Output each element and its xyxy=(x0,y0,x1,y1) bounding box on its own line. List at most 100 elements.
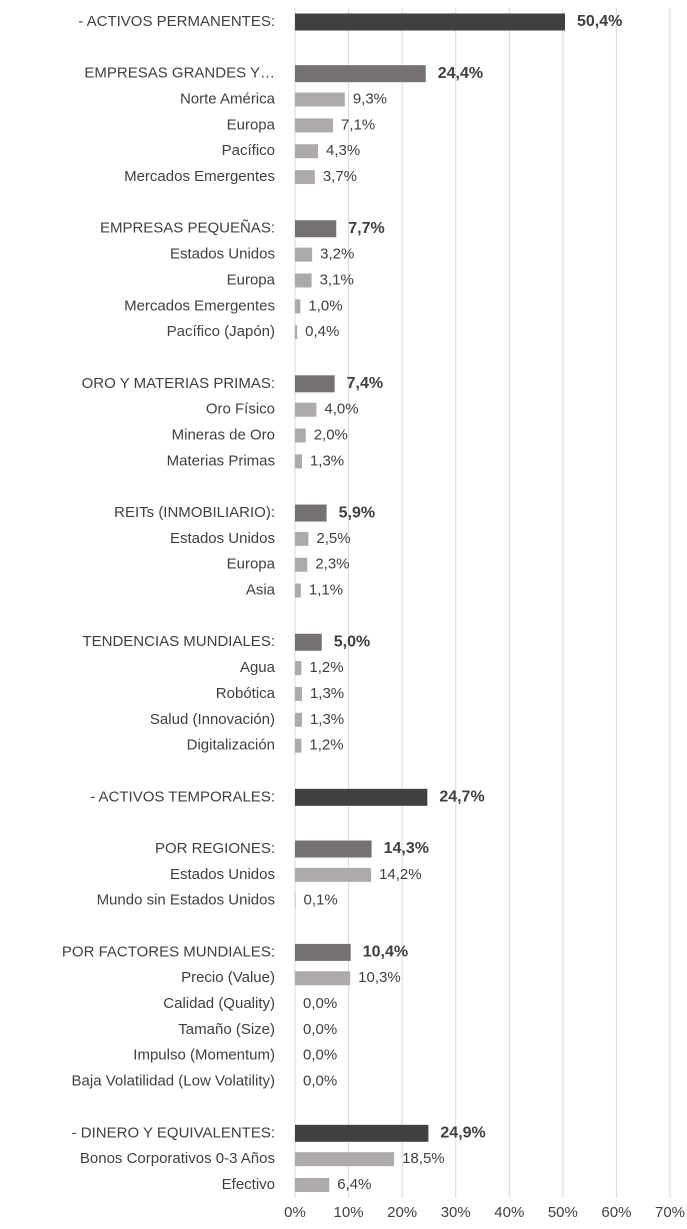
bar xyxy=(295,402,317,417)
y-tick-label: Oro Físico xyxy=(206,401,275,418)
value-label: 24,7% xyxy=(439,789,484,806)
y-tick-label: Calidad (Quality) xyxy=(163,995,275,1012)
value-label: 1,3% xyxy=(310,685,344,702)
y-tick-label: - ACTIVOS PERMANENTES: xyxy=(78,13,275,30)
value-label: 0,0% xyxy=(303,995,337,1012)
value-label: 0,0% xyxy=(303,1021,337,1038)
bar xyxy=(295,92,345,107)
bar xyxy=(295,840,372,858)
y-tick-label: REITs (INMOBILIARIO): xyxy=(114,504,275,521)
y-tick-label: - ACTIVOS TEMPORALES: xyxy=(90,788,275,805)
y-tick-label: Norte América xyxy=(180,91,276,108)
y-tick-label: POR FACTORES MUNDIALES: xyxy=(62,943,275,960)
y-tick-label: Mineras de Oro xyxy=(172,426,275,443)
y-tick-label: Estados Unidos xyxy=(170,530,275,547)
bar xyxy=(295,661,302,676)
y-tick-label: POR REGIONES: xyxy=(155,840,275,857)
value-label: 1,2% xyxy=(309,659,343,676)
y-tick-label: - DINERO Y EQUIVALENTES: xyxy=(72,1124,275,1141)
bar xyxy=(295,738,302,753)
value-label: 2,3% xyxy=(315,556,349,573)
value-label: 3,2% xyxy=(320,246,354,263)
x-tick-label: 70% xyxy=(655,1204,685,1221)
y-tick-label: Pacífico (Japón) xyxy=(167,323,275,340)
y-tick-label: Bonos Corporativos 0-3 Años xyxy=(80,1150,275,1167)
bar xyxy=(295,712,302,727)
value-label: 7,7% xyxy=(348,220,384,237)
value-label: 7,1% xyxy=(341,116,375,133)
value-label: 14,2% xyxy=(379,866,422,883)
bar xyxy=(295,170,315,185)
y-tick-label: EMPRESAS GRANDES Y… xyxy=(84,65,275,82)
bar xyxy=(295,531,309,546)
y-tick-label: Impulso (Momentum) xyxy=(133,1047,275,1064)
x-tick-label: 60% xyxy=(601,1204,631,1221)
value-label: 6,4% xyxy=(337,1176,371,1193)
y-tick-label: EMPRESAS PEQUEÑAS: xyxy=(100,220,275,237)
bar xyxy=(295,13,565,31)
value-label: 2,5% xyxy=(316,530,350,547)
value-label: 0,0% xyxy=(303,1047,337,1064)
value-label: 5,0% xyxy=(334,633,370,650)
bar xyxy=(295,1178,330,1192)
value-label: 18,5% xyxy=(402,1150,445,1167)
bar xyxy=(295,144,319,159)
x-tick-label: 50% xyxy=(548,1204,578,1221)
y-tick-label: Agua xyxy=(240,659,276,676)
value-label: 24,4% xyxy=(438,65,483,82)
bar xyxy=(295,943,351,961)
bar xyxy=(295,633,322,651)
bar xyxy=(295,299,301,314)
value-label: 5,9% xyxy=(339,504,375,521)
value-label: 2,0% xyxy=(314,426,348,443)
bar xyxy=(295,220,337,238)
bar xyxy=(295,867,372,882)
y-tick-label: Robótica xyxy=(216,685,276,702)
y-tick-label: Europa xyxy=(227,556,276,573)
value-label: 3,1% xyxy=(320,271,354,288)
bar xyxy=(295,1152,395,1167)
value-label: 0,4% xyxy=(305,323,339,340)
y-tick-label: Mercados Emergentes xyxy=(124,297,275,314)
value-label: 3,7% xyxy=(323,168,357,185)
x-tick-label: 10% xyxy=(334,1204,364,1221)
value-label: 4,0% xyxy=(324,401,358,418)
y-tick-label: Baja Volatilidad (Low Volatility) xyxy=(72,1073,275,1090)
value-label: 10,3% xyxy=(358,969,401,986)
value-label: 9,3% xyxy=(353,91,387,108)
y-tick-label: Materias Primas xyxy=(167,452,275,469)
y-tick-label: Pacífico xyxy=(222,142,275,159)
bar xyxy=(295,247,313,262)
value-label: 0,1% xyxy=(304,892,338,909)
bar xyxy=(295,971,351,986)
y-tick-label: TENDENCIAS MUNDIALES: xyxy=(82,633,275,650)
bar xyxy=(295,375,335,393)
value-label: 7,4% xyxy=(347,375,383,392)
y-tick-label: Tamaño (Size) xyxy=(178,1021,275,1038)
value-label: 50,4% xyxy=(577,13,622,30)
value-label: 1,0% xyxy=(308,297,342,314)
y-tick-label: Estados Unidos xyxy=(170,866,275,883)
bar xyxy=(295,325,298,340)
y-tick-label: ORO Y MATERIAS PRIMAS: xyxy=(82,375,275,392)
value-label: 1,3% xyxy=(310,711,344,728)
y-tick-label: Mercados Emergentes xyxy=(124,168,275,185)
bar xyxy=(295,428,306,443)
value-label: 4,3% xyxy=(326,142,360,159)
value-label: 1,1% xyxy=(309,582,343,599)
x-tick-label: 30% xyxy=(441,1204,471,1221)
y-tick-label: Precio (Value) xyxy=(181,969,275,986)
value-label: 14,3% xyxy=(384,840,429,857)
y-tick-label: Digitalización xyxy=(187,737,275,754)
x-tick-label: 0% xyxy=(284,1204,306,1221)
bar xyxy=(295,583,301,598)
x-tick-label: 20% xyxy=(387,1204,417,1221)
y-tick-label: Europa xyxy=(227,116,276,133)
y-tick-label: Salud (Innovación) xyxy=(150,711,275,728)
y-tick-label: Asia xyxy=(246,582,276,599)
bar xyxy=(295,557,308,572)
bar xyxy=(295,273,312,288)
value-label: 0,0% xyxy=(303,1073,337,1090)
